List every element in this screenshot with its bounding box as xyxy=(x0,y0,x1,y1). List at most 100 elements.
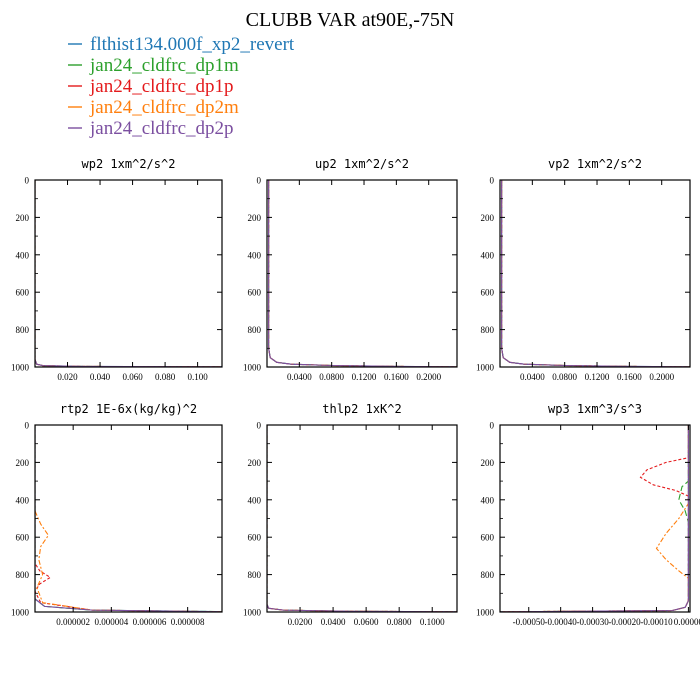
x-tick-label: 0.1600 xyxy=(617,372,642,382)
y-tick-label: 200 xyxy=(16,213,30,223)
y-tick-label: 600 xyxy=(248,288,262,298)
x-tick-label: 0.060 xyxy=(122,372,143,382)
chart-panel: rtp2 1E-6x(kg/kg)^2 0 200 400 600 800 1000 0.00… xyxy=(11,402,223,627)
y-tick-label: 800 xyxy=(481,570,495,580)
plot-frame xyxy=(266,424,458,613)
x-tick-label: -0.00020 xyxy=(608,617,641,627)
x-tick-label: 0.0400 xyxy=(321,617,346,627)
y-tick-label: 0 xyxy=(257,176,262,186)
y-tick-label: 800 xyxy=(16,570,30,580)
y-tick-label: 400 xyxy=(16,250,30,260)
series-line xyxy=(35,510,222,612)
series-line xyxy=(501,180,690,367)
y-tick-label: 600 xyxy=(481,288,495,298)
series-line xyxy=(267,425,457,612)
series-group xyxy=(500,425,689,612)
plot-frame xyxy=(34,424,223,613)
y-tick-label: 200 xyxy=(481,458,495,468)
panel-title: wp3 1xm^3/s^3 xyxy=(548,402,642,416)
x-tick-label: 0.1000 xyxy=(420,617,445,627)
y-tick-label: 600 xyxy=(248,533,262,543)
panels: wp2 1xm^2/s^2 0 200 400 600 800 1000 0.020 0.040… xyxy=(11,157,700,627)
x-tick-label: -0.00030 xyxy=(576,617,609,627)
y-tick-label: 200 xyxy=(248,458,262,468)
x-tick-label: 0.0200 xyxy=(288,617,313,627)
legend-label: flthist134.000f_xp2_revert xyxy=(90,34,295,55)
series-line xyxy=(268,180,457,367)
y-tick-label: 400 xyxy=(481,250,495,260)
y-tick-label: 400 xyxy=(481,495,495,505)
series-line xyxy=(268,180,457,367)
x-tick-label: 0.000006 xyxy=(133,617,167,627)
series-line xyxy=(500,425,689,612)
chart-panel: up2 1xm^2/s^2 0 200 400 600 800 1000 0.0400 0.08… xyxy=(243,157,458,382)
series-line xyxy=(267,425,457,612)
plot-frame xyxy=(499,179,691,368)
x-tick-label: 0.0400 xyxy=(520,372,545,382)
series-group xyxy=(501,180,690,367)
x-tick-label: 0.080 xyxy=(155,372,176,382)
series-line xyxy=(267,425,457,612)
x-tick-label: 0.000004 xyxy=(94,617,128,627)
series-line xyxy=(268,180,457,367)
series-line xyxy=(501,180,690,367)
x-tick-label: 0.00000 xyxy=(674,617,700,627)
x-tick-label: 0.000008 xyxy=(171,617,205,627)
legend-label: jan24_cldfrc_dp1p xyxy=(89,76,234,97)
y-tick-label: 200 xyxy=(481,213,495,223)
y-tick-label: 0 xyxy=(490,421,495,431)
series-line xyxy=(35,425,222,612)
y-tick-label: 0 xyxy=(257,421,262,431)
series-group xyxy=(35,180,222,367)
series-line xyxy=(500,425,689,612)
plot-frame xyxy=(34,179,223,368)
y-tick-label: 1000 xyxy=(243,608,262,618)
y-tick-label: 600 xyxy=(16,533,30,543)
x-tick-label: 0.020 xyxy=(57,372,78,382)
x-tick-label: 0.0400 xyxy=(287,372,312,382)
y-tick-label: 1000 xyxy=(11,608,30,618)
series-line xyxy=(35,180,222,367)
figure-title: CLUBB VAR at90E,-75N xyxy=(246,9,455,31)
y-tick-label: 0 xyxy=(490,176,495,186)
series-line xyxy=(501,180,690,367)
x-tick-label: 0.1200 xyxy=(585,372,610,382)
series-line xyxy=(35,180,222,367)
panel-title: rtp2 1E-6x(kg/kg)^2 xyxy=(60,402,197,416)
chart-panel: thlp2 1xK^2 0 200 400 600 800 1000 0.0200 0.0400… xyxy=(243,402,458,627)
y-tick-label: 800 xyxy=(248,570,262,580)
series-line xyxy=(35,180,222,367)
series-group xyxy=(267,425,457,612)
series-line xyxy=(35,180,222,367)
chart-panel: wp2 1xm^2/s^2 0 200 400 600 800 1000 0.020 0.040… xyxy=(11,157,223,382)
x-tick-label: 0.0800 xyxy=(387,617,412,627)
y-tick-label: 800 xyxy=(481,325,495,335)
x-tick-label: -0.00010 xyxy=(640,617,673,627)
series-group xyxy=(268,180,457,367)
series-line xyxy=(501,180,690,367)
y-tick-label: 400 xyxy=(248,250,262,260)
y-tick-label: 1000 xyxy=(476,608,495,618)
series-line xyxy=(267,425,457,612)
panel-title: thlp2 1xK^2 xyxy=(322,402,401,416)
x-tick-label: 0.1600 xyxy=(384,372,409,382)
y-tick-label: 0 xyxy=(25,176,30,186)
series-line xyxy=(500,425,689,612)
panel-title: up2 1xm^2/s^2 xyxy=(315,157,409,171)
plot-frame xyxy=(499,424,691,613)
series-line xyxy=(267,425,457,612)
legend-label: jan24_cldfrc_dp2p xyxy=(89,118,234,139)
y-tick-label: 200 xyxy=(16,458,30,468)
x-tick-label: -0.00050 xyxy=(513,617,546,627)
series-line xyxy=(268,180,457,367)
legend-label: jan24_cldfrc_dp2m xyxy=(89,97,239,118)
x-tick-label: 0.2000 xyxy=(416,372,441,382)
x-tick-label: 0.0800 xyxy=(552,372,577,382)
panel-title: wp2 1xm^2/s^2 xyxy=(82,157,176,171)
x-tick-label: 0.0800 xyxy=(319,372,344,382)
series-line xyxy=(500,425,689,612)
series-line xyxy=(35,425,222,612)
panel-title: vp2 1xm^2/s^2 xyxy=(548,157,642,171)
